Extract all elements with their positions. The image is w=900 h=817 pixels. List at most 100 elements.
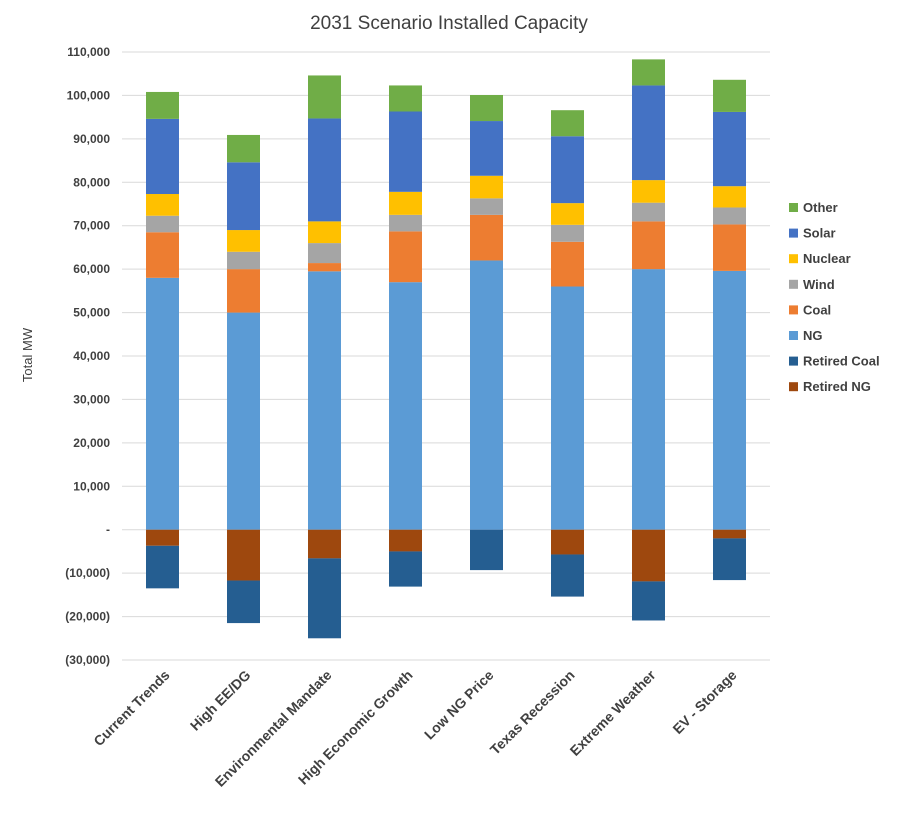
y-tick-label: 30,000 [73, 392, 110, 406]
bar-segment-wind [713, 207, 746, 225]
y-tick-label: 70,000 [73, 219, 110, 233]
legend-label: Retired Coal [803, 354, 880, 369]
bar-segment-wind [470, 198, 503, 215]
bar-segment-retired-coal [632, 581, 665, 621]
legend-label: Solar [803, 226, 836, 241]
bar-segment-retired-coal [389, 551, 422, 587]
bar-segment-nuclear [146, 194, 179, 216]
bar-segment-solar [308, 118, 341, 222]
y-tick-label: - [106, 523, 110, 537]
bar-segment-coal [227, 269, 260, 313]
x-tick-label: High EE/DG [187, 667, 254, 734]
bar-segment-retired-coal [308, 558, 341, 639]
bar-segment-other [227, 134, 260, 163]
bar-segment-nuclear [632, 180, 665, 203]
bar-segment-retired-ng [308, 529, 341, 559]
bar-segment-solar [713, 111, 746, 187]
x-tick-label: Low NG Price [421, 667, 497, 743]
bar-segment-nuclear [389, 191, 422, 215]
bar-segment-ng [389, 282, 422, 530]
bar-segment-retired-ng [227, 529, 260, 581]
y-tick-label: (30,000) [65, 653, 110, 667]
x-tick-label: Current Trends [90, 667, 172, 749]
bar-segment-coal [146, 232, 179, 278]
bar-segment-ng [470, 260, 503, 530]
bar-segment-ng [308, 271, 341, 530]
legend-swatch [789, 279, 798, 289]
bar-segment-other [308, 75, 341, 119]
bar-segment-coal [308, 263, 341, 272]
y-tick-label: 100,000 [67, 88, 111, 102]
bar-segment-retired-coal [551, 554, 584, 597]
bar-segment-solar [227, 162, 260, 231]
bar-segment-retired-coal [470, 529, 503, 571]
bar-segment-solar [632, 85, 665, 181]
legend-swatch [789, 305, 798, 315]
y-tick-label: 90,000 [73, 132, 110, 146]
bar-segment-coal [470, 214, 503, 261]
y-tick-label: 110,000 [67, 45, 110, 59]
bar-segment-nuclear [227, 230, 260, 252]
bar-segment-retired-coal [227, 580, 260, 624]
bar-segment-wind [551, 224, 584, 242]
bar-segment-coal [389, 231, 422, 283]
legend-swatch [789, 331, 798, 340]
legend-swatch [789, 203, 798, 212]
bar-segment-ng [713, 270, 746, 530]
grid-lines [122, 51, 770, 661]
bar-segment-nuclear [551, 203, 584, 225]
y-tick-label: 50,000 [73, 306, 110, 320]
bar-segment-retired-ng [146, 529, 179, 546]
bar-segment-solar [470, 121, 503, 176]
y-tick-label: 60,000 [73, 262, 110, 276]
bar-segment-solar [389, 111, 422, 192]
bar-segment-wind [227, 251, 260, 270]
x-tick-label: EV - Storage [669, 667, 739, 737]
bar-segment-other [470, 94, 503, 122]
bar-segment-ng [227, 312, 260, 530]
bar-segment-nuclear [713, 186, 746, 208]
y-tick-label: 80,000 [73, 175, 110, 189]
y-tick-label: (10,000) [65, 566, 110, 580]
y-axis-ticks: 110,000 100,000 90,000 80,000 70,000 60,000 50… [65, 45, 110, 667]
legend: Other Solar Nuclear Wind Coal NG Retired Coal R… [789, 200, 880, 394]
bar-segment-ng [632, 269, 665, 530]
y-tick-label: 10,000 [73, 479, 110, 493]
bar-segment-retired-ng [713, 529, 746, 539]
chart-title: 2031 Scenario Installed Capacity [310, 13, 588, 34]
bar-segment-wind [389, 214, 422, 232]
bars [146, 59, 746, 639]
bar-segment-other [713, 79, 746, 112]
bar-segment-coal [551, 241, 584, 287]
legend-label: Retired NG [803, 379, 871, 394]
legend-label: Other [803, 200, 838, 215]
legend-swatch [789, 382, 798, 392]
bar-segment-solar [551, 136, 584, 204]
bar-segment-other [551, 110, 584, 137]
bar-segment-wind [146, 215, 179, 233]
y-axis-label: Total MW [20, 327, 35, 382]
bar-segment-wind [632, 202, 665, 222]
bar-segment-other [146, 91, 179, 119]
bar-segment-wind [308, 243, 341, 264]
legend-label: Nuclear [803, 251, 851, 266]
bar-segment-ng [146, 277, 179, 530]
bar-segment-retired-coal [713, 538, 746, 581]
legend-label: Coal [803, 302, 831, 317]
bar-segment-retired-ng [632, 529, 665, 582]
y-tick-label: (20,000) [65, 610, 110, 624]
bar-segment-nuclear [308, 221, 341, 244]
legend-label: NG [803, 328, 823, 343]
bar-segment-other [389, 85, 422, 112]
legend-swatch [789, 356, 798, 366]
bar-segment-solar [146, 118, 179, 195]
bar-segment-retired-ng [389, 529, 422, 552]
bar-segment-retired-coal [146, 545, 179, 589]
bar-segment-other [632, 59, 665, 86]
y-tick-label: 40,000 [73, 349, 110, 363]
legend-label: Wind [803, 277, 835, 292]
bar-segment-nuclear [470, 175, 503, 199]
